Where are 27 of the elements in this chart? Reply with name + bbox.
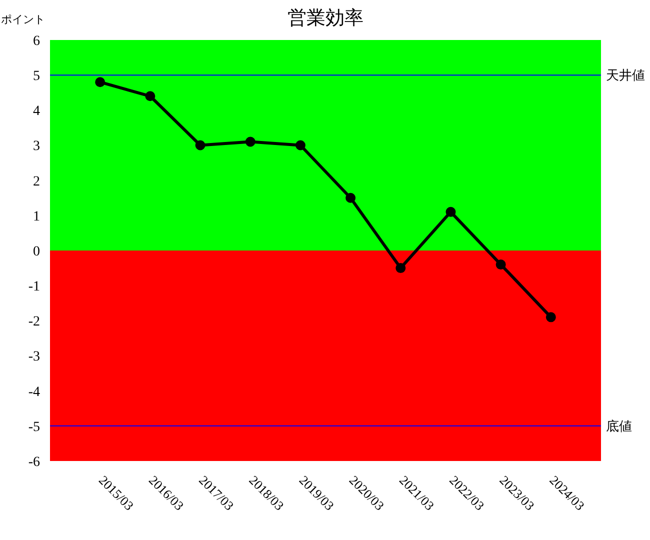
y-tick-label: -6	[28, 454, 40, 470]
y-tick-label: 4	[33, 104, 40, 120]
ref-line-label: 天井値	[606, 68, 645, 84]
point	[396, 263, 406, 274]
y-tick-label: -5	[28, 420, 40, 435]
point	[95, 77, 106, 88]
point	[295, 140, 306, 150]
point	[145, 91, 156, 102]
y-tick-label: 2	[33, 174, 40, 190]
y-tick-label: -3	[28, 350, 40, 365]
y-tick-label: 5	[33, 69, 40, 84]
y-tick-label: 3	[33, 139, 40, 154]
ref-line-label: 底値	[606, 420, 632, 435]
y-tick-label: 1	[33, 209, 40, 224]
y-tick-label: 6	[33, 34, 40, 49]
point	[446, 206, 456, 217]
y-tick-label: 0	[33, 244, 40, 260]
point	[496, 260, 506, 270]
point	[245, 136, 256, 147]
point	[546, 312, 556, 322]
point	[195, 140, 206, 150]
y-axis-title: ポイント	[1, 12, 45, 27]
y-tick-label: -4	[28, 384, 40, 400]
point	[346, 192, 356, 203]
y-tick-label: -1	[28, 280, 40, 295]
chart-title: 営業効率	[286, 6, 364, 31]
y-tick-label: -2	[28, 314, 40, 330]
